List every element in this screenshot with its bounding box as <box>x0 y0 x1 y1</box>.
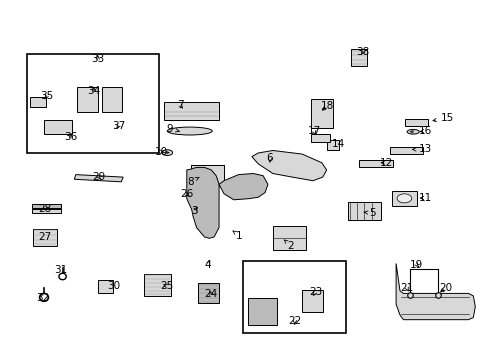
Bar <box>33 229 57 246</box>
Text: 5: 5 <box>363 208 375 218</box>
Text: 12: 12 <box>379 158 392 168</box>
Bar <box>391 191 416 206</box>
Text: 17: 17 <box>306 126 320 136</box>
Bar <box>389 147 423 154</box>
Text: 9: 9 <box>166 124 179 134</box>
Text: 23: 23 <box>308 287 322 297</box>
Text: 21: 21 <box>399 283 413 293</box>
Bar <box>326 140 338 150</box>
Bar <box>272 226 305 250</box>
Text: 14: 14 <box>331 139 345 149</box>
Bar <box>30 97 46 107</box>
Bar <box>350 49 366 66</box>
Bar <box>27 54 159 153</box>
Text: 19: 19 <box>409 260 423 270</box>
Bar <box>98 280 113 293</box>
Text: 6: 6 <box>266 153 273 163</box>
Ellipse shape <box>167 127 212 135</box>
Text: 15: 15 <box>432 113 453 123</box>
Bar <box>310 99 332 128</box>
Text: 20: 20 <box>439 283 451 293</box>
Ellipse shape <box>396 194 411 203</box>
Bar <box>144 274 171 296</box>
Bar <box>302 290 322 312</box>
Text: 2: 2 <box>284 240 294 251</box>
Text: 36: 36 <box>64 132 78 142</box>
Text: 16: 16 <box>418 126 431 136</box>
Text: 37: 37 <box>111 121 125 131</box>
Bar <box>347 202 381 220</box>
Polygon shape <box>219 174 267 200</box>
Text: 11: 11 <box>418 193 431 203</box>
Bar <box>190 165 224 186</box>
Text: 28: 28 <box>38 204 52 214</box>
Bar <box>77 87 98 112</box>
Text: 26: 26 <box>180 189 193 199</box>
Bar <box>404 119 427 126</box>
Bar <box>44 120 72 134</box>
Text: 38: 38 <box>355 47 369 57</box>
Polygon shape <box>395 264 474 320</box>
Text: 25: 25 <box>160 281 174 291</box>
Polygon shape <box>74 175 123 182</box>
Bar <box>32 209 61 213</box>
Text: 3: 3 <box>191 206 198 216</box>
Bar <box>102 87 122 112</box>
Text: 35: 35 <box>40 91 53 102</box>
Bar <box>310 134 329 142</box>
Bar <box>243 261 345 333</box>
Text: 1: 1 <box>232 231 243 241</box>
Text: 30: 30 <box>107 281 120 291</box>
Bar <box>248 298 276 325</box>
Text: 10: 10 <box>155 147 167 157</box>
Text: 34: 34 <box>87 86 101 96</box>
Polygon shape <box>186 167 219 238</box>
Text: 32: 32 <box>36 293 50 303</box>
Text: 27: 27 <box>38 232 52 242</box>
Text: 22: 22 <box>287 316 301 326</box>
Ellipse shape <box>162 150 172 156</box>
Text: 13: 13 <box>412 144 431 154</box>
Bar <box>32 204 61 208</box>
Bar <box>359 160 392 167</box>
Text: 33: 33 <box>91 54 104 64</box>
Bar <box>163 102 218 120</box>
Text: 8: 8 <box>187 177 199 187</box>
Polygon shape <box>251 150 326 181</box>
Text: 24: 24 <box>204 289 218 300</box>
Text: 4: 4 <box>204 260 211 270</box>
Text: 18: 18 <box>320 101 334 111</box>
Text: 7: 7 <box>176 100 183 110</box>
Text: 31: 31 <box>54 265 68 275</box>
Bar <box>198 283 218 303</box>
Text: 29: 29 <box>92 172 105 182</box>
Ellipse shape <box>406 129 418 134</box>
